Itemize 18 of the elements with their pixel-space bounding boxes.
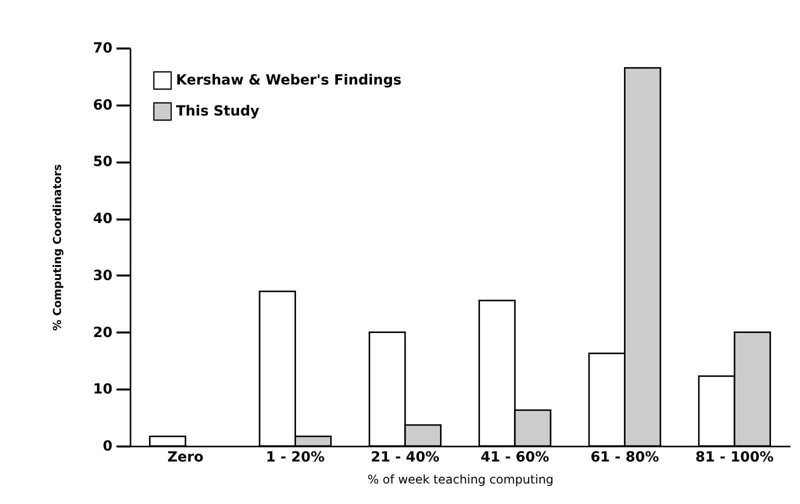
x-tick-label: 61 - 80%	[590, 450, 660, 466]
x-axis-title: % of week teaching computing	[367, 472, 554, 486]
y-tick-label: 50	[93, 154, 113, 170]
legend-label: This Study	[176, 104, 260, 120]
y-tick-label: 70	[93, 40, 113, 56]
y-tick-label: 20	[93, 324, 113, 341]
x-tick-label: 41 - 60%	[480, 450, 550, 466]
y-axis-title: % Computing Coordinators	[51, 164, 64, 331]
x-tick-label: 21 - 40%	[370, 450, 440, 466]
y-tick-label: 40	[93, 211, 113, 228]
x-tick-label: 1 - 20%	[266, 450, 325, 466]
y-tick-label: 0	[102, 438, 113, 454]
x-tick-label: Zero	[167, 450, 204, 466]
y-tick-label: 60	[93, 97, 113, 114]
y-tick-label: 10	[93, 382, 113, 398]
legend-label: Kershaw & Weber's Findings	[176, 72, 402, 88]
x-tick-label: 81 - 100%	[695, 450, 774, 466]
y-tick-label: 30	[93, 268, 113, 284]
